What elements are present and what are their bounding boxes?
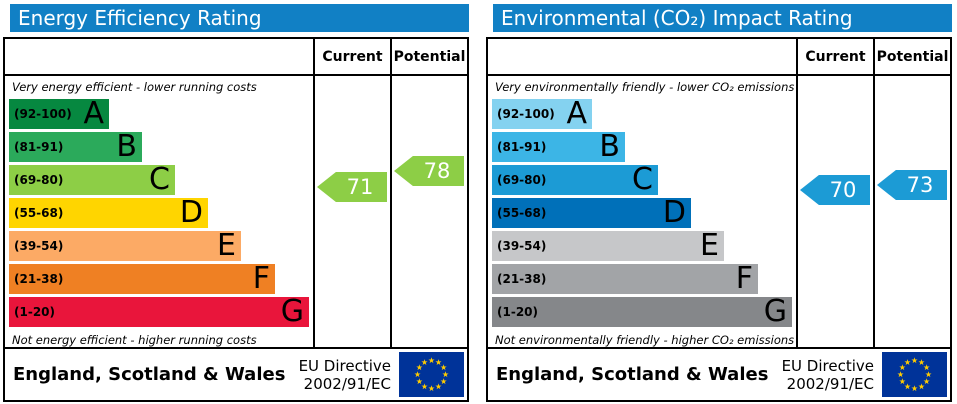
environmental-chart-title: Environmental (CO₂) Impact Rating	[493, 4, 952, 32]
band-b: (81-91) B	[492, 132, 625, 162]
band-letter: E	[217, 228, 236, 263]
eu-directive-label: EU Directive 2002/91/EC	[782, 357, 874, 393]
band-letter: B	[599, 129, 620, 164]
band-letter: E	[700, 228, 719, 263]
band-range-label: (1-20)	[497, 305, 538, 319]
potential-rating-value: 73	[906, 173, 934, 197]
band-letter: C	[149, 162, 170, 197]
current-rating-arrow: 71	[317, 172, 387, 202]
potential-rating-column: 73	[873, 76, 950, 347]
potential-column-header: Potential	[873, 39, 950, 74]
eu-directive-line1: EU Directive	[298, 356, 391, 375]
band-g: (1-20) G	[9, 297, 309, 327]
current-rating-value: 71	[346, 175, 374, 199]
header-spacer	[5, 39, 313, 74]
band-d: (55-68) D	[492, 198, 691, 228]
band-letter: B	[116, 129, 137, 164]
top-caption: Very energy efficient - lower running co…	[12, 80, 257, 94]
bands-area: Very energy efficient - lower running co…	[5, 76, 313, 347]
band-range-label: (69-80)	[14, 173, 64, 187]
band-range-label: (81-91)	[497, 140, 547, 154]
top-caption: Very environmentally friendly - lower CO…	[495, 80, 795, 94]
environmental-impact-chart: Environmental (CO₂) Impact Rating Curren…	[486, 4, 952, 404]
eu-flag-icon	[399, 352, 464, 397]
region-label: England, Scotland & Wales	[13, 364, 286, 385]
band-range-label: (92-100)	[14, 107, 72, 121]
table-body-row: Very energy efficient - lower running co…	[5, 76, 467, 347]
band-a: (92-100) A	[9, 99, 109, 129]
band-range-label: (1-20)	[14, 305, 55, 319]
current-rating-column: 71	[313, 76, 390, 347]
band-letter: A	[566, 96, 587, 131]
band-range-label: (55-68)	[14, 206, 64, 220]
band-g: (1-20) G	[492, 297, 792, 327]
band-b: (81-91) B	[9, 132, 142, 162]
band-f: (21-38) F	[9, 264, 275, 294]
band-letter: F	[252, 261, 270, 296]
energy-efficiency-chart: Energy Efficiency Rating Current Potenti…	[3, 4, 469, 404]
band-range-label: (39-54)	[14, 239, 64, 253]
bottom-caption: Not environmentally friendly - higher CO…	[495, 333, 795, 347]
band-e: (39-54) E	[9, 231, 241, 261]
band-a: (92-100) A	[492, 99, 592, 129]
environmental-rating-table: Current Potential Very environmentally f…	[486, 37, 952, 402]
band-d: (55-68) D	[9, 198, 208, 228]
bottom-caption: Not energy efficient - higher running co…	[12, 333, 257, 347]
table-footer-row: England, Scotland & Wales EU Directive 2…	[488, 347, 950, 400]
bands-area: Very environmentally friendly - lower CO…	[488, 76, 796, 347]
table-body-row: Very environmentally friendly - lower CO…	[488, 76, 950, 347]
eu-directive-label: EU Directive 2002/91/EC	[299, 357, 391, 393]
band-range-label: (21-38)	[497, 272, 547, 286]
band-c: (69-80) C	[9, 165, 175, 195]
table-header-row: Current Potential	[488, 39, 950, 76]
eu-directive-line2: 2002/91/EC	[786, 374, 874, 393]
region-label: England, Scotland & Wales	[496, 364, 769, 385]
band-letter: D	[179, 195, 203, 230]
band-c: (69-80) C	[492, 165, 658, 195]
current-rating-arrow: 70	[800, 175, 870, 205]
current-rating-column: 70	[796, 76, 873, 347]
band-range-label: (39-54)	[497, 239, 547, 253]
band-range-label: (81-91)	[14, 140, 64, 154]
potential-rating-value: 78	[423, 159, 451, 183]
eu-directive-line2: 2002/91/EC	[303, 374, 391, 393]
band-letter: D	[662, 195, 686, 230]
energy-chart-title: Energy Efficiency Rating	[10, 4, 469, 32]
table-header-row: Current Potential	[5, 39, 467, 76]
band-range-label: (21-38)	[14, 272, 64, 286]
band-e: (39-54) E	[492, 231, 724, 261]
band-letter: G	[763, 294, 787, 329]
energy-rating-table: Current Potential Very energy efficient …	[3, 37, 469, 402]
potential-column-header: Potential	[390, 39, 467, 74]
band-letter: F	[735, 261, 753, 296]
potential-rating-arrow: 73	[877, 170, 947, 200]
eu-flag-icon	[882, 352, 947, 397]
potential-rating-column: 78	[390, 76, 467, 347]
header-spacer	[488, 39, 796, 74]
band-range-label: (92-100)	[497, 107, 555, 121]
band-f: (21-38) F	[492, 264, 758, 294]
current-rating-value: 70	[829, 178, 857, 202]
band-range-label: (69-80)	[497, 173, 547, 187]
eu-directive-line1: EU Directive	[781, 356, 874, 375]
band-letter: A	[83, 96, 104, 131]
table-footer-row: England, Scotland & Wales EU Directive 2…	[5, 347, 467, 400]
band-letter: C	[632, 162, 653, 197]
band-range-label: (55-68)	[497, 206, 547, 220]
current-column-header: Current	[313, 39, 390, 74]
band-letter: G	[280, 294, 304, 329]
current-column-header: Current	[796, 39, 873, 74]
potential-rating-arrow: 78	[394, 156, 464, 186]
